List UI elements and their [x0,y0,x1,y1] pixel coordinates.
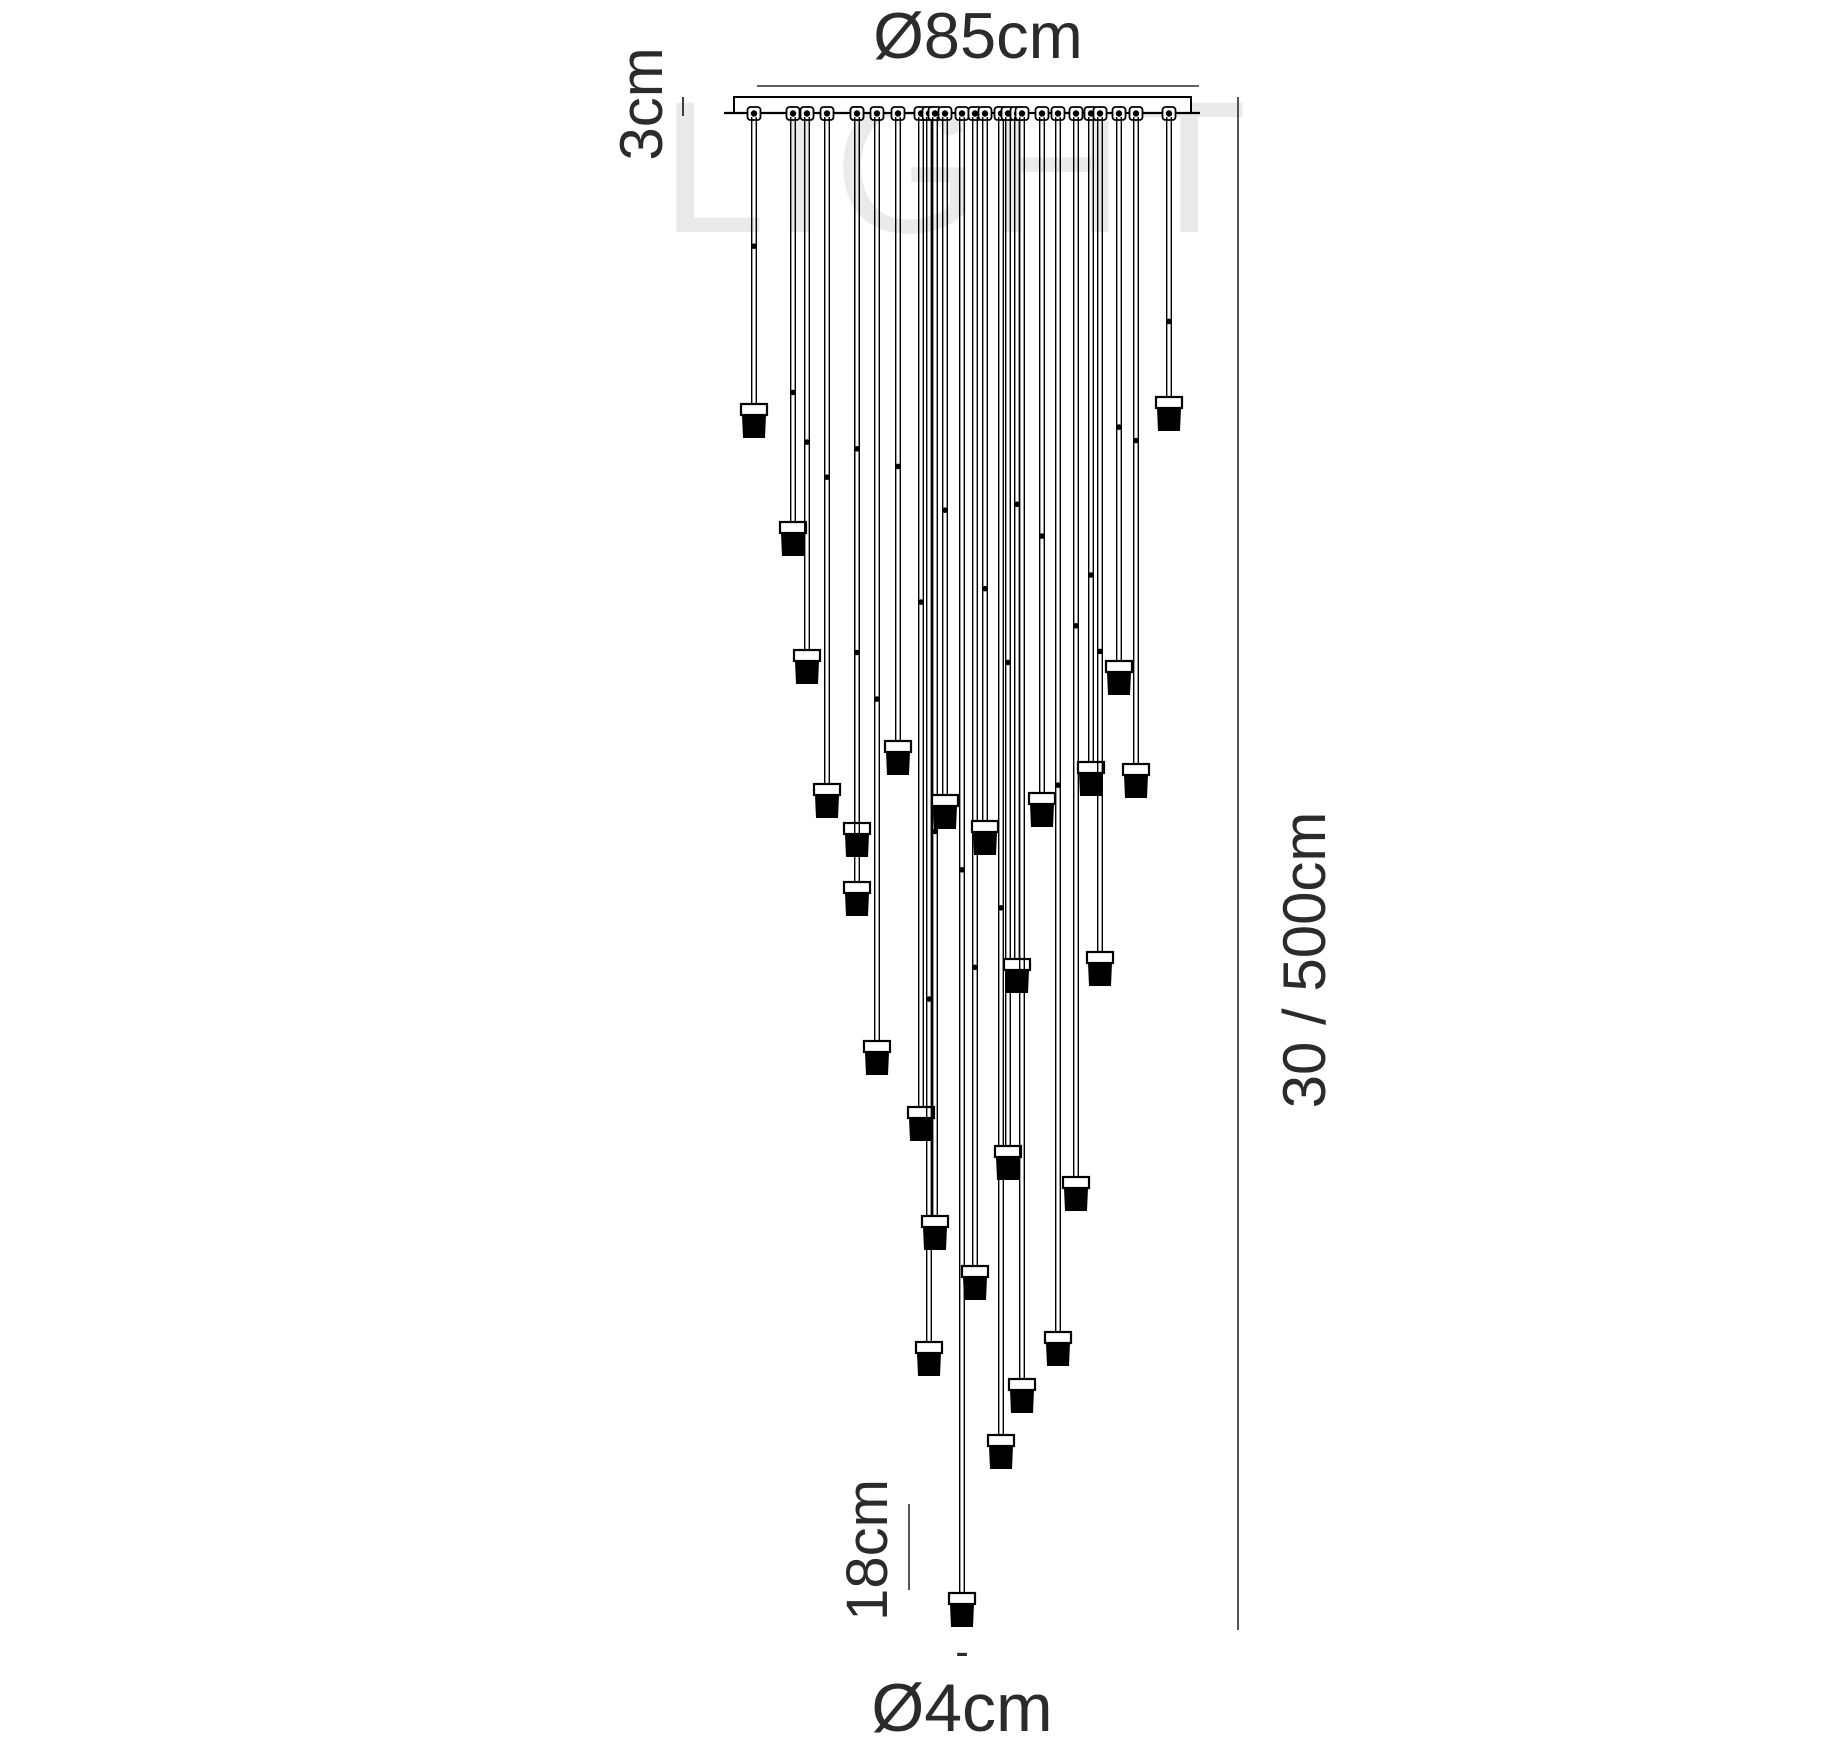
svg-text:30 / 500cm: 30 / 500cm [1271,812,1338,1109]
svg-text:-: - [955,1630,968,1674]
svg-text:Ø85cm: Ø85cm [873,0,1083,72]
svg-text:3cm: 3cm [608,47,675,160]
svg-text:LIGHT: LIGHT [661,62,1255,272]
svg-text:Ø4cm: Ø4cm [871,1670,1052,1741]
svg-text:18cm: 18cm [835,1479,900,1621]
